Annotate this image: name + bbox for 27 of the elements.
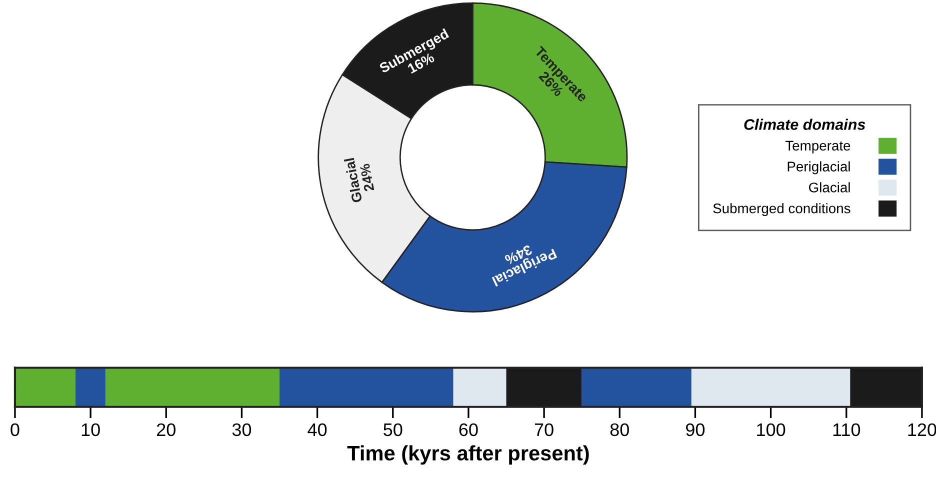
legend-label: Periglacial bbox=[788, 161, 850, 174]
data-label: 24% bbox=[360, 163, 374, 192]
x-tick-label: 100 bbox=[757, 423, 786, 436]
bar bbox=[280, 368, 454, 407]
x-tick-label: 10 bbox=[82, 423, 100, 436]
x-tick-label: 110 bbox=[833, 423, 860, 436]
bar bbox=[75, 368, 106, 407]
legend-title: Climate domains bbox=[744, 118, 866, 130]
x-tick-label: 50 bbox=[384, 423, 402, 436]
x-tick-label: 20 bbox=[157, 423, 176, 436]
x-tick-label: 80 bbox=[610, 423, 629, 436]
x-tick-label: 30 bbox=[232, 423, 252, 436]
x-tick-label: 90 bbox=[686, 423, 705, 436]
legend-label: Submerged conditions bbox=[713, 203, 850, 216]
slice-label: Glacial bbox=[344, 158, 362, 203]
x-axis-title: Time (kyrs after present) bbox=[347, 445, 589, 465]
bar bbox=[691, 368, 850, 407]
x-tick-label: 0 bbox=[10, 423, 20, 436]
x-tick-label: 40 bbox=[308, 423, 327, 436]
x-tick-label: 60 bbox=[459, 423, 478, 436]
x-tick-label: 70 bbox=[534, 423, 554, 436]
bar bbox=[453, 368, 506, 407]
legend-label: Glacial bbox=[809, 182, 850, 192]
x-tick-label: 120 bbox=[908, 423, 936, 436]
legend-label: Temperate bbox=[785, 140, 850, 154]
bar bbox=[582, 368, 692, 407]
bar bbox=[106, 368, 280, 407]
